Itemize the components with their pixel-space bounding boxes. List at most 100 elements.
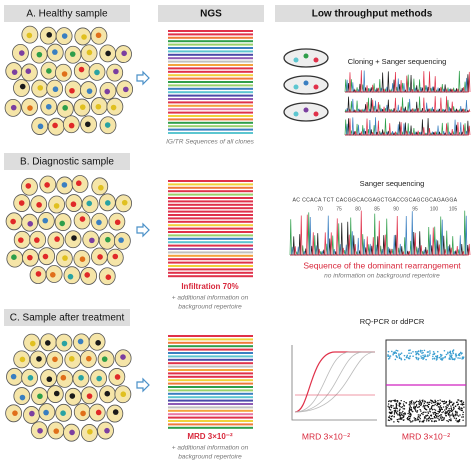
droplet bbox=[446, 404, 448, 406]
sequence-stripe bbox=[168, 87, 253, 90]
droplet bbox=[436, 403, 438, 405]
nucleus bbox=[35, 271, 42, 277]
sequence-stripe bbox=[168, 64, 253, 66]
droplet bbox=[436, 358, 438, 361]
droplet bbox=[439, 407, 441, 409]
nucleus bbox=[37, 85, 44, 91]
sequence-stripe bbox=[168, 416, 253, 419]
arrow bbox=[136, 70, 150, 86]
droplet bbox=[419, 351, 422, 353]
sequence-stripe bbox=[168, 57, 253, 60]
nucleus bbox=[42, 253, 49, 260]
droplet bbox=[412, 350, 414, 353]
droplet bbox=[450, 408, 453, 411]
nucleus bbox=[86, 49, 93, 56]
droplet bbox=[451, 354, 453, 356]
droplet bbox=[395, 349, 398, 352]
nucleus bbox=[67, 273, 74, 280]
droplet bbox=[459, 357, 461, 359]
position: 75 bbox=[336, 206, 342, 212]
nucleus bbox=[29, 340, 36, 347]
droplet bbox=[415, 404, 418, 406]
droplet bbox=[403, 400, 405, 403]
sequence-stripe bbox=[168, 101, 253, 104]
droplet bbox=[445, 408, 448, 410]
nucleus bbox=[34, 237, 40, 243]
droplet bbox=[426, 401, 429, 404]
lt-header: Low throughput methods bbox=[312, 9, 433, 20]
trace bbox=[345, 70, 471, 93]
nucleus bbox=[36, 202, 42, 208]
droplet bbox=[442, 357, 445, 359]
droplet bbox=[447, 405, 449, 407]
droplet bbox=[389, 409, 392, 411]
nucleus bbox=[19, 83, 26, 90]
note: no information on background repertoire bbox=[324, 273, 440, 280]
droplet bbox=[445, 414, 447, 417]
droplet bbox=[421, 349, 423, 352]
sequence-stripe bbox=[168, 193, 253, 196]
droplet bbox=[387, 405, 389, 408]
droplet bbox=[428, 354, 431, 356]
droplet bbox=[438, 408, 441, 410]
droplet bbox=[446, 419, 448, 422]
nucleus bbox=[86, 200, 93, 207]
trace bbox=[290, 210, 471, 256]
sequence-stripe bbox=[168, 224, 253, 227]
droplet bbox=[411, 410, 413, 412]
nucleus bbox=[80, 410, 86, 417]
droplet bbox=[403, 404, 405, 407]
nucleus bbox=[96, 375, 102, 382]
sequence-stripe bbox=[168, 115, 253, 117]
droplet bbox=[420, 410, 422, 412]
droplet bbox=[401, 416, 403, 419]
droplet bbox=[452, 414, 455, 416]
droplet bbox=[460, 407, 462, 410]
droplet bbox=[435, 412, 438, 415]
nucleus bbox=[46, 32, 53, 38]
sequence-stripe bbox=[168, 60, 253, 63]
droplet bbox=[433, 357, 436, 360]
droplet bbox=[436, 356, 439, 359]
droplet bbox=[451, 410, 453, 412]
nucleus bbox=[104, 88, 111, 95]
droplet bbox=[419, 399, 421, 402]
nucleus bbox=[10, 218, 16, 225]
droplet bbox=[460, 353, 463, 355]
droplet bbox=[458, 407, 460, 410]
droplet bbox=[457, 415, 460, 417]
droplet bbox=[460, 403, 462, 406]
droplet bbox=[414, 419, 416, 422]
droplet bbox=[400, 413, 403, 415]
droplet bbox=[409, 404, 411, 406]
droplet bbox=[394, 409, 396, 412]
nucleus bbox=[27, 254, 33, 261]
nucleus bbox=[46, 376, 53, 383]
droplet bbox=[394, 400, 396, 403]
nucleus bbox=[37, 427, 43, 434]
arrow bbox=[136, 222, 150, 238]
droplet bbox=[439, 353, 442, 356]
method: Cloning + Sanger sequencing bbox=[348, 57, 447, 66]
droplet bbox=[449, 351, 452, 354]
nucleus bbox=[69, 51, 76, 57]
droplet bbox=[432, 355, 434, 358]
droplet bbox=[419, 349, 422, 352]
droplet bbox=[396, 349, 399, 352]
droplet bbox=[423, 416, 426, 418]
droplet bbox=[403, 354, 406, 357]
ddpcr-bg bbox=[385, 339, 467, 427]
droplet bbox=[435, 417, 437, 419]
droplet bbox=[421, 421, 423, 423]
sequence-stripe bbox=[168, 372, 253, 375]
sequence-stripe bbox=[168, 111, 253, 114]
sequence-stripe bbox=[168, 180, 253, 182]
droplet bbox=[426, 418, 428, 420]
sequence-stripe bbox=[168, 43, 253, 46]
nucleus bbox=[79, 256, 86, 263]
nucleus bbox=[61, 33, 68, 39]
sequence-stripe bbox=[168, 403, 253, 405]
droplet bbox=[408, 417, 410, 420]
sequence-stripe bbox=[168, 406, 253, 409]
droplet bbox=[413, 408, 416, 410]
